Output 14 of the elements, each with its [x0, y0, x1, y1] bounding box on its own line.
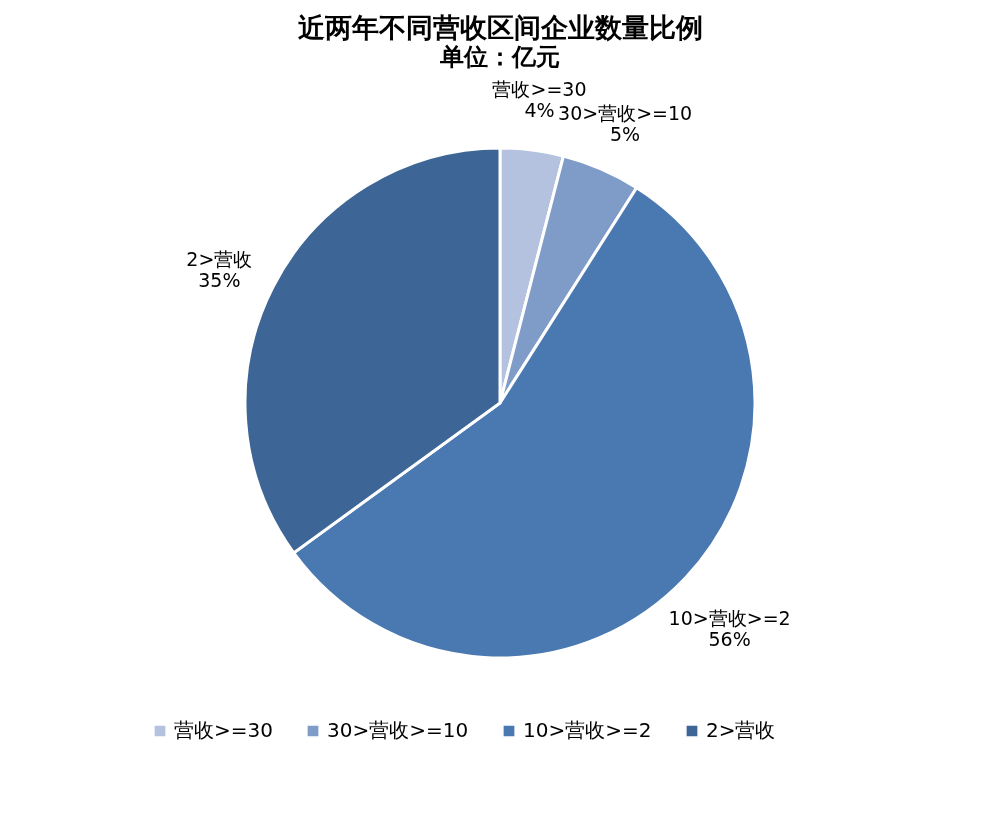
chart-subtitle: 单位：亿元: [439, 43, 560, 72]
slice-label: 2>营收: [186, 247, 253, 270]
legend-label: 30>营收>=10: [327, 718, 469, 742]
slice-label: 营收>=30: [492, 78, 587, 101]
data-label: 4%: [524, 99, 555, 122]
slice-label: 30>营收>=10: [558, 101, 693, 124]
legend-label: 10>营收>=2: [523, 718, 652, 742]
legend-label: 营收>=30: [174, 718, 273, 742]
data-label: 56%: [708, 627, 751, 650]
data-label: 5%: [610, 122, 641, 145]
chart-title: 近两年不同营收区间企业数量比例: [297, 12, 703, 44]
data-label: 35%: [198, 268, 241, 291]
legend-label: 2>营收: [706, 718, 776, 742]
slice-label: 10>营收>=2: [668, 606, 791, 629]
